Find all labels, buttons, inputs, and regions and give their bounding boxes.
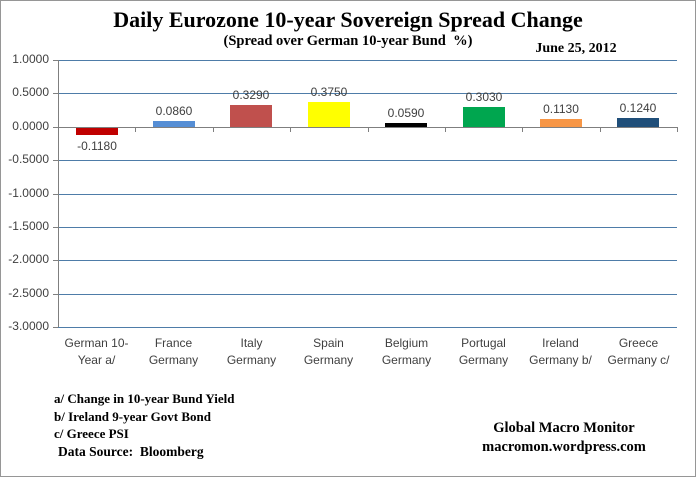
bar: [76, 127, 118, 135]
x-axis-tick: [600, 127, 601, 132]
x-axis-category-label: German 10- Year a/: [56, 335, 137, 369]
y-axis-label: -1.0000: [8, 186, 49, 200]
x-axis-tick: [368, 127, 369, 132]
bar-value-label: 0.3030: [465, 90, 503, 104]
x-axis-tick: [677, 127, 678, 132]
x-axis-category-line1: France: [154, 336, 193, 350]
y-axis-tick: [53, 260, 58, 261]
x-axis-category-label: Portugal Germany: [443, 335, 524, 369]
footnote-line: a/ Change in 10-year Bund Yield: [54, 391, 235, 406]
gridline: [58, 260, 677, 261]
x-axis-tick: [135, 127, 136, 132]
attribution: Global Macro Monitor macromon.wordpress.…: [441, 419, 687, 456]
x-axis-category-label: Italy Germany: [211, 335, 292, 369]
gridline: [58, 327, 677, 328]
x-axis-category-line2: Germany: [148, 353, 199, 367]
x-axis-tick: [290, 127, 291, 132]
x-axis-category-line1: German 10-: [64, 336, 129, 350]
chart-subtitle: (Spread over German 10-year Bund %): [223, 33, 473, 49]
x-axis-category-line2: Germany b/: [529, 353, 592, 367]
y-axis-tick: [53, 327, 58, 328]
x-axis-line: [58, 127, 677, 128]
x-axis-category-line2: Germany: [458, 353, 509, 367]
x-axis-tick: [213, 127, 214, 132]
x-axis-category-line2: Year a/: [77, 353, 116, 367]
x-axis-category-line1: Belgium: [384, 336, 429, 350]
x-axis-category-line2: Germany c/: [607, 353, 670, 367]
bar: [540, 119, 582, 127]
footnotes: a/ Change in 10-year Bund Yield b/ Irelan…: [54, 390, 234, 443]
gridline: [58, 227, 677, 228]
x-axis-category-line1: Greece: [618, 336, 659, 350]
y-axis-tick: [53, 127, 58, 128]
bar-value-label: 0.3750: [310, 85, 348, 99]
x-axis-tick: [445, 127, 446, 132]
y-axis-label: 0.5000: [12, 85, 49, 99]
y-axis-tick: [53, 160, 58, 161]
bar: [463, 107, 505, 127]
y-axis-label: 0.0000: [12, 119, 49, 133]
y-axis-tick: [53, 60, 58, 61]
data-source: Data Source: Bloomberg: [58, 444, 204, 459]
x-axis-category-label: Greece Germany c/: [598, 335, 679, 369]
x-axis-category-line2: Germany: [226, 353, 277, 367]
y-axis-label: -1.5000: [8, 219, 49, 233]
y-axis-line: [58, 60, 59, 327]
bar: [308, 102, 350, 127]
gridline: [58, 160, 677, 161]
bar-value-label: 0.1240: [619, 101, 657, 115]
attribution-url: macromon.wordpress.com: [482, 438, 646, 455]
x-axis-category-label: Ireland Germany b/: [520, 335, 601, 369]
bar-value-label: 0.3290: [232, 88, 270, 102]
x-axis-tick: [58, 127, 59, 132]
bar: [385, 123, 427, 127]
bar: [230, 105, 272, 127]
x-axis-category-label: Belgium Germany: [366, 335, 447, 369]
x-axis-tick: [522, 127, 523, 132]
x-axis-category-line1: Spain: [313, 336, 344, 350]
y-axis-tick: [53, 93, 58, 94]
attribution-name: Global Macro Monitor: [493, 420, 635, 436]
x-axis-category-line1: Portugal: [461, 336, 506, 350]
x-axis-category-line1: Ireland: [542, 336, 579, 350]
x-axis-category-line2: Germany: [303, 353, 354, 367]
gridline: [58, 294, 677, 295]
x-axis-category-label: Spain Germany: [288, 335, 369, 369]
footnote-line: b/ Ireland 9-year Govt Bond: [54, 408, 211, 424]
bar-value-label: 0.1130: [543, 102, 579, 116]
chart-title: Daily Eurozone 10-year Sovereign Spread …: [113, 7, 583, 32]
gridline: [58, 194, 677, 195]
y-axis-tick: [53, 194, 58, 195]
gridline: [58, 60, 677, 61]
bar: [153, 121, 195, 127]
bar-value-label: -0.1180: [77, 139, 117, 153]
bar: [617, 118, 659, 127]
y-axis-label: -2.0000: [8, 252, 49, 266]
x-axis-category-label: France Germany: [133, 335, 214, 369]
y-axis-label: 1.0000: [12, 52, 49, 66]
footnote-line: c/ Greece PSI: [54, 426, 129, 441]
y-axis-tick: [53, 294, 58, 295]
x-axis-category-line1: Italy: [240, 336, 263, 350]
bar-value-label: 0.0590: [387, 106, 425, 120]
x-axis-category-line2: Germany: [381, 353, 432, 367]
bar-value-label: 0.0860: [155, 104, 193, 118]
gridline: [58, 93, 677, 94]
y-axis-label: -2.5000: [8, 286, 49, 300]
y-axis-tick: [53, 227, 58, 228]
date-annotation: June 25, 2012: [535, 41, 617, 56]
y-axis-label: -3.0000: [8, 319, 49, 333]
y-axis-label: -0.5000: [8, 152, 49, 166]
